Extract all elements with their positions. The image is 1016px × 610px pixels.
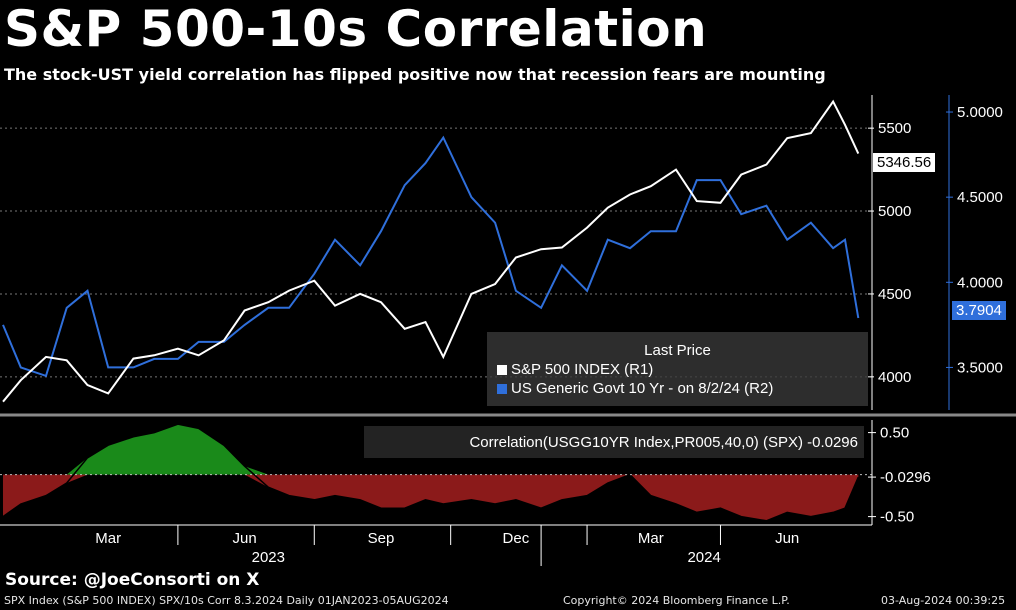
correlation-label-box: Correlation(USGG10YR Index,PR005,40,0) (… [364,426,864,458]
corr-area-positive [2,424,859,475]
y-tick-label-r1: 4000 [878,369,911,386]
x-tick-label: Sep [368,530,395,547]
legend-label-spx: S&P 500 INDEX (R1) [511,361,654,378]
y-tick-label-r1: 5000 [878,203,911,220]
corr-line [2,423,859,522]
x-tick-label: Jun [233,530,257,547]
footer-center: Copyright© 2024 Bloomberg Finance L.P. [563,594,790,607]
legend-item-ust10: US Generic Govt 10 Yr - on 8/2/24 (R2) [497,380,868,397]
source-credit: Source: @JoeConsorti on X [5,570,260,590]
y-tick-label-r2: 4.5000 [957,189,1003,206]
corr-y-tick-label: -0.0296 [880,469,931,486]
x-year-label: 2024 [687,549,720,566]
x-tick-label: Mar [95,530,121,547]
corr-y-tick-label: -0.50 [880,509,914,526]
x-tick-label: Dec [503,530,530,547]
y-tick-label-r2: 4.0000 [957,274,1003,291]
corr-y-tick-label: 0.50 [880,425,909,442]
legend-swatch-ust10 [497,383,507,394]
y-tick-label-r2: 5.0000 [957,104,1003,121]
footer-left: SPX Index (S&P 500 INDEX) SPX/10s Corr 8… [4,594,449,607]
legend-heading: Last Price [644,342,711,359]
x-tick-label: Jun [775,530,799,547]
legend-label-ust10: US Generic Govt 10 Yr - on 8/2/24 (R2) [511,380,774,397]
y-tick-label-r1: 5500 [878,120,911,137]
y-tick-label-r2: 3.5000 [957,359,1003,376]
x-tick-label: Mar [638,530,664,547]
last-value-tag-spx: 5346.56 [873,153,936,172]
correlation-label: Correlation(USGG10YR Index,PR005,40,0) (… [469,433,858,451]
legend: Last Price S&P 500 INDEX (R1) US Generic… [487,332,868,406]
corr-area-negative [2,474,859,521]
legend-swatch-spx [497,364,507,375]
footer-right: 03-Aug-2024 00:39:25 [881,594,1006,607]
series-line-ust10 [2,135,860,378]
chart-title: S&P 500-10s Correlation [4,0,708,58]
series-line-spx [2,99,860,403]
last-value-tag-ust10: 3.7904 [952,301,1006,320]
legend-item-spx: S&P 500 INDEX (R1) [497,361,868,378]
y-tick-label-r1: 4500 [878,286,911,303]
chart-subtitle: The stock-UST yield correlation has flip… [4,65,826,84]
x-year-label: 2023 [252,549,285,566]
